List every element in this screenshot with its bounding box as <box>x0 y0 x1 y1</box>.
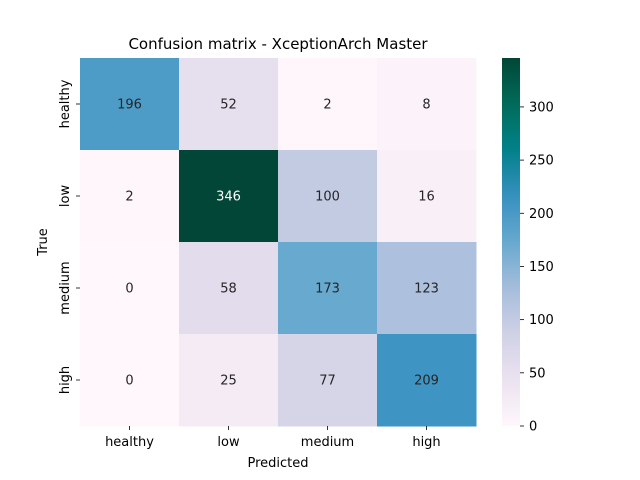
heatmap-cell-low-low <box>179 150 279 243</box>
heatmap-cell-medium-medium <box>278 242 378 335</box>
heatmap-cell-medium-healthy <box>80 242 180 335</box>
x-tick-label-healthy: healthy <box>105 435 154 450</box>
cell-value-medium-low: 58 <box>220 282 237 297</box>
cell-value-healthy-high: 8 <box>422 98 430 113</box>
x-tick-label-medium: medium <box>301 435 354 450</box>
cell-value-healthy-low: 52 <box>220 98 237 113</box>
x-axis-label: Predicted <box>247 456 308 471</box>
cell-value-high-medium: 77 <box>319 374 336 389</box>
y-tick-label-low: low <box>58 185 73 208</box>
colorbar-tick-label-150: 150 <box>529 260 554 275</box>
cell-value-low-low: 346 <box>216 190 241 205</box>
heatmap-cell-high-medium <box>278 334 378 427</box>
colorbar-tick-label-200: 200 <box>529 207 554 222</box>
heatmap-cells: 196 52 2 8 2 346 100 16 0 58 173 123 0 25 77 209 <box>80 58 477 427</box>
cell-value-healthy-medium: 2 <box>323 98 331 113</box>
chart-title: Confusion matrix - XceptionArch Master <box>128 35 428 53</box>
cell-value-low-medium: 100 <box>315 190 340 205</box>
x-tick-label-low: low <box>217 435 240 450</box>
y-axis-label: True <box>36 228 51 257</box>
cell-value-low-healthy: 2 <box>125 190 133 205</box>
colorbar-tick-label-0: 0 <box>529 420 537 435</box>
heatmap-cell-healthy-healthy <box>80 58 180 151</box>
cell-value-medium-medium: 173 <box>315 282 340 297</box>
heatmap-cell-healthy-high <box>377 58 477 151</box>
cell-value-medium-healthy: 0 <box>125 282 133 297</box>
heatmap-cell-high-high <box>377 334 477 427</box>
x-tick-labels: healthy low medium high <box>105 426 441 450</box>
heatmap-cell-high-healthy <box>80 334 180 427</box>
cell-value-medium-high: 123 <box>414 282 439 297</box>
cell-value-high-high: 209 <box>414 374 439 389</box>
colorbar-ticks: 0 50 100 150 200 250 300 <box>520 100 554 435</box>
cell-value-low-high: 16 <box>418 190 435 205</box>
heatmap-cell-medium-high <box>377 242 477 335</box>
colorbar-tick-label-300: 300 <box>529 100 554 115</box>
heatmap-cell-healthy-medium <box>278 58 378 151</box>
y-tick-label-healthy: healthy <box>58 79 73 128</box>
heatmap-cell-low-high <box>377 150 477 243</box>
colorbar <box>502 58 520 426</box>
colorbar-tick-label-100: 100 <box>529 313 554 328</box>
heatmap-cell-low-medium <box>278 150 378 243</box>
heatmap-cell-low-healthy <box>80 150 180 243</box>
cell-value-high-healthy: 0 <box>125 374 133 389</box>
colorbar-tick-label-50: 50 <box>529 366 546 381</box>
cell-value-high-low: 25 <box>220 374 237 389</box>
y-tick-label-medium: medium <box>58 261 73 314</box>
heatmap-cell-healthy-low <box>179 58 279 151</box>
colorbar-tick-label-250: 250 <box>529 154 554 169</box>
heatmap-cell-medium-low <box>179 242 279 335</box>
heatmap-cell-high-low <box>179 334 279 427</box>
x-tick-label-high: high <box>412 435 440 450</box>
y-tick-label-high: high <box>58 366 73 394</box>
y-tick-labels: healthy low medium high <box>58 79 80 394</box>
cell-value-healthy-healthy: 196 <box>117 98 142 113</box>
